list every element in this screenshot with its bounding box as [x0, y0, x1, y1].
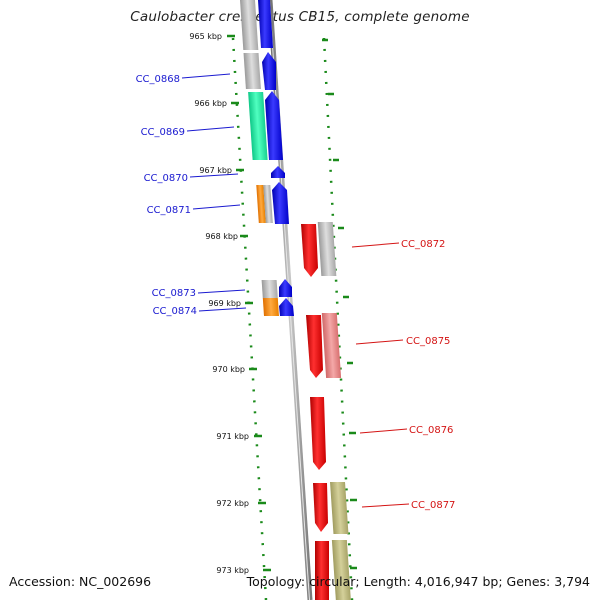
cog-block-khaki: [331, 540, 351, 600]
gene-arrow-reverse: [313, 483, 328, 532]
gene-label-reverse[interactable]: CC_0872: [401, 239, 445, 250]
forward-genes: [258, 0, 294, 316]
gene-arrow-forward: [272, 182, 289, 224]
genome-summary: Topology: circular; Length: 4,016,947 bp…: [246, 574, 590, 589]
gene-label-forward[interactable]: CC_0868: [136, 74, 180, 85]
gene-label-forward[interactable]: CC_0870: [144, 173, 188, 184]
cog-block-orange: [256, 185, 266, 223]
gene-label-reverse[interactable]: CC_0875: [406, 336, 450, 347]
cog-block-grey: [261, 280, 278, 298]
gene-arrow-reverse: [315, 541, 329, 600]
gene-label-reverse[interactable]: CC_0876: [409, 425, 453, 436]
gene-arrow-reverse: [306, 315, 323, 378]
kbp-major-ticks: [227, 34, 357, 572]
cog-block-salmon: [321, 313, 342, 378]
forward-label-leaders: [181, 73, 247, 312]
kbp-label: 972 kbp: [216, 499, 249, 508]
cog-block-orange: [262, 298, 279, 316]
cog-block-grey: [317, 222, 337, 276]
kbp-label: 965 kbp: [189, 32, 222, 41]
cog-block-grey: [263, 185, 273, 223]
gene-label-forward[interactable]: CC_0873: [152, 288, 196, 299]
gene-arrow-forward: [262, 52, 276, 90]
reverse-cog-track: [317, 222, 351, 600]
gene-label-reverse[interactable]: CC_0877: [411, 500, 455, 511]
gene-arrow-reverse: [301, 224, 318, 277]
gene-arrow-forward: [258, 0, 273, 48]
gene-label-forward[interactable]: CC_0874: [153, 306, 197, 317]
kbp-label: 967 kbp: [199, 166, 232, 175]
gene-arrow-forward: [279, 298, 294, 316]
accession-label: Accession: NC_002696: [9, 574, 152, 589]
kbp-label: 973 kbp: [216, 566, 249, 575]
kbp-label: 971 kbp: [216, 432, 249, 441]
cog-block-grey: [240, 0, 259, 50]
kbp-label: 969 kbp: [208, 299, 241, 308]
reverse-genes: [301, 224, 329, 600]
map-title: Caulobacter crescentus CB15, complete ge…: [130, 9, 470, 25]
gene-arrow-forward: [265, 91, 283, 160]
kbp-label: 968 kbp: [205, 232, 238, 241]
gene-arrow-reverse: [310, 397, 326, 470]
cog-block-khaki: [330, 482, 349, 534]
reverse-label-leaders: [351, 242, 410, 508]
gene-label-forward[interactable]: CC_0871: [147, 205, 191, 216]
gene-arrow-forward: [271, 166, 285, 178]
kbp-label: 966 kbp: [194, 99, 227, 108]
gene-label-forward[interactable]: CC_0869: [141, 127, 185, 138]
cog-block-grey: [243, 53, 261, 89]
gene-arrow-forward: [279, 279, 292, 297]
kbp-label: 970 kbp: [212, 365, 245, 374]
forward-cog-track: [240, 0, 279, 316]
cog-block-green: [248, 92, 268, 160]
